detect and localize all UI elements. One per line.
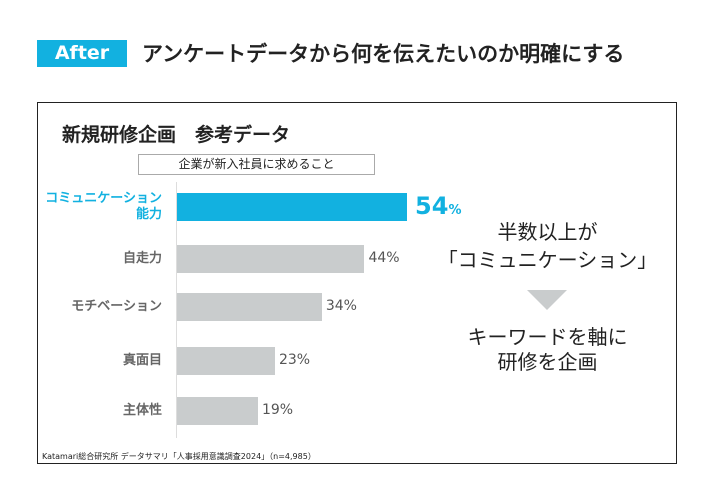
data-label-value: 44% (368, 250, 400, 266)
data-label-value: 54 (415, 192, 449, 220)
bar (177, 347, 275, 375)
message-line-1: 半数以上が (497, 220, 598, 244)
bar (177, 397, 258, 425)
category-label: 真面目 (123, 353, 162, 369)
data-label: 44% (368, 250, 399, 266)
data-label: 19% (262, 402, 293, 418)
after-badge: After (37, 40, 127, 67)
category-label-line: 能力 (135, 207, 162, 222)
data-label-value: 34% (325, 298, 357, 314)
bar (177, 245, 365, 273)
data-label-value: 23% (278, 352, 311, 368)
category-label: 主体性 (123, 403, 162, 419)
data-label: 34% (326, 298, 357, 314)
category-label: 自走力 (123, 251, 162, 267)
chart-panel (37, 102, 677, 464)
category-label-line: モチベーション (71, 299, 162, 314)
message-line-3: キーワードを軸に (467, 325, 628, 349)
data-label: 54% (415, 192, 461, 220)
slide-title: アンケートデータから何を伝えたいのか明確にする (142, 42, 625, 66)
category-label: モチベーション (71, 299, 162, 315)
data-label-unit: % (448, 203, 462, 218)
message-line-4: 研修を企画 (497, 350, 598, 374)
chart-title: 企業が新入社員に求めること (138, 154, 375, 175)
source-note: Katamari総合研究所 データサマリ「人事採用意識調査2024」（n=4,9… (42, 452, 316, 461)
category-label-line: コミュニケーション (45, 191, 162, 206)
category-label-line: 主体性 (122, 403, 162, 418)
category-label-line: 自走力 (122, 251, 162, 266)
data-label-value: 19% (261, 402, 294, 418)
down-arrow-icon (527, 290, 567, 310)
category-label: コミュニケーション 能力 (45, 191, 162, 223)
bar (177, 193, 408, 221)
bar (177, 293, 322, 321)
panel-title: 新規研修企画 参考データ (62, 124, 291, 146)
chart-axis (176, 182, 177, 438)
message-line-2: 「コミュニケーション」 (437, 248, 658, 272)
data-label: 23% (279, 352, 310, 368)
category-label-line: 真面目 (122, 353, 162, 368)
